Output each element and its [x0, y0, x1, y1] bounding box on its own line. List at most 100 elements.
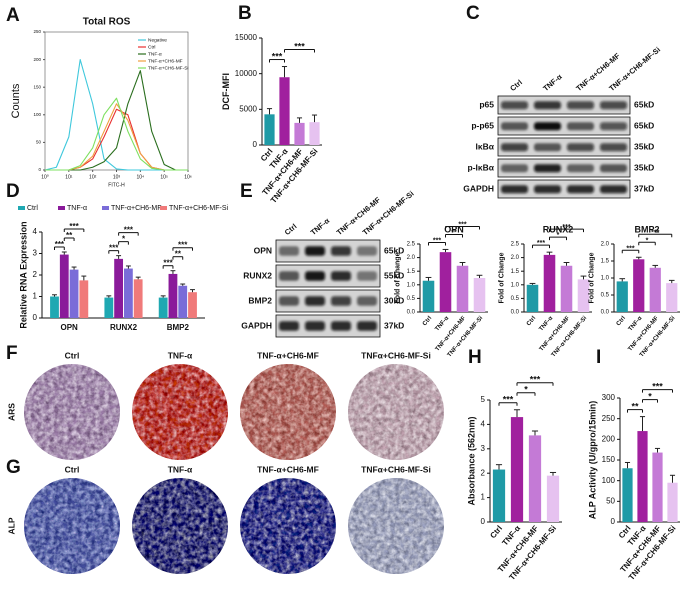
bar: [649, 267, 661, 312]
blot-kd-label: 37kD: [384, 320, 404, 330]
bar: [616, 281, 628, 312]
blot-strip: [275, 289, 381, 313]
x-tick-label: RUNX2: [110, 323, 138, 332]
blot-row-label: BMP2: [248, 295, 272, 305]
blot-band: [305, 321, 325, 331]
bar: [422, 280, 435, 312]
blot-band: [279, 271, 299, 281]
y-axis-label: Counts: [10, 83, 22, 118]
well-image: [24, 478, 120, 574]
blot-kd-label: 30kD: [384, 295, 404, 305]
blot-kd-label: 35kD: [634, 162, 654, 172]
bar: [178, 285, 188, 318]
y-tick-label: 2: [33, 270, 38, 279]
blot-band: [567, 185, 594, 194]
y-tick-label: 3: [481, 444, 486, 453]
blot-band: [567, 122, 594, 131]
significance-label: **: [175, 250, 182, 259]
bar: [652, 452, 663, 522]
bar: [560, 265, 573, 312]
significance-label: **: [451, 229, 457, 236]
bar: [133, 279, 143, 318]
bar: [104, 297, 114, 318]
blot-strip: [275, 314, 381, 338]
legend-label: Negative: [148, 37, 167, 43]
x-tick-label: TNF-α+CH6-MF: [435, 315, 468, 352]
blot-band: [567, 143, 594, 152]
x-tick-label: 10⁰: [41, 174, 49, 180]
blot-strip: [497, 137, 631, 157]
blot-band: [357, 296, 377, 306]
well-image: [240, 364, 336, 460]
legend-label: Ctrl: [27, 205, 38, 212]
x-tick-label: OPN: [60, 323, 78, 332]
blot-row-label: GAPDH: [241, 320, 272, 330]
y-tick-label: 1.5: [601, 259, 610, 265]
blot-row-label: OPN: [254, 245, 272, 255]
blot-column-label: Ctrl: [508, 78, 524, 93]
y-axis-label: DCF-MFI: [221, 73, 231, 110]
well-image: [132, 478, 228, 574]
panel-letter: H: [468, 347, 482, 368]
y-tick-label: 0.5: [601, 293, 610, 299]
histogram-line: [45, 70, 188, 171]
bar: [546, 475, 560, 522]
legend-label: TNF-α+CH6-MF-Si: [169, 205, 229, 212]
bar: [456, 265, 469, 312]
y-tick-label: 0: [611, 517, 616, 526]
x-tick-label: TNF-α: [538, 315, 554, 332]
y-tick-label: 1.5: [407, 269, 416, 275]
significance-label: **: [631, 402, 639, 412]
y-tick-label: 4: [33, 227, 38, 236]
blot-kd-label: 55kD: [384, 270, 404, 280]
histogram-line: [45, 97, 188, 171]
blot-row-label: p65: [479, 99, 494, 109]
panel-letter: A: [6, 5, 20, 26]
blot-band: [534, 101, 561, 110]
blot-band: [501, 101, 528, 110]
y-tick-label: 50: [606, 496, 615, 505]
bar: [543, 254, 556, 312]
significance-label: ***: [652, 382, 663, 392]
bar: [168, 273, 178, 318]
well-column-label: TNF-α: [168, 464, 193, 474]
bar: [114, 258, 124, 318]
x-tick-label: TNF-α: [434, 315, 450, 332]
legend-swatch: [160, 206, 167, 210]
blot-band: [534, 164, 561, 173]
well-column-label: Ctrl: [65, 464, 80, 474]
panel-letter: E: [240, 181, 253, 202]
blot-band: [305, 296, 325, 306]
significance-label: ***: [272, 52, 283, 62]
y-tick-label: 4: [481, 420, 486, 429]
well-row-label: ALP: [6, 517, 16, 534]
significance-label: **: [66, 231, 73, 240]
significance-label: ***: [458, 221, 466, 228]
bar: [123, 268, 133, 318]
y-tick-label: 2.0: [601, 242, 610, 248]
bar: [188, 292, 197, 318]
y-tick-label: 3: [33, 249, 38, 258]
y-axis-label: Fold of Change: [589, 252, 596, 303]
blot-band: [600, 185, 627, 194]
significance-label: *: [524, 385, 528, 395]
blot-band: [501, 185, 528, 194]
well-column-label: Ctrl: [65, 350, 80, 360]
bar: [473, 278, 486, 312]
x-tick-label: 10⁴: [136, 174, 144, 180]
blot-column-label: Ctrl: [283, 222, 299, 237]
y-tick-label: 200: [602, 434, 616, 443]
bar: [666, 283, 678, 312]
bar: [59, 254, 69, 318]
histogram-line: [45, 103, 188, 171]
bar: [667, 482, 678, 522]
blot-band: [567, 101, 594, 110]
y-tick-label: 15000: [235, 33, 258, 42]
blot-band: [331, 321, 351, 331]
significance-label: ***: [163, 259, 173, 268]
y-tick-label: 2.5: [407, 242, 416, 248]
significance-label: ***: [178, 241, 188, 250]
histogram-line: [45, 108, 188, 171]
y-tick-label: 0.5: [407, 296, 416, 302]
blot-band: [600, 122, 627, 131]
